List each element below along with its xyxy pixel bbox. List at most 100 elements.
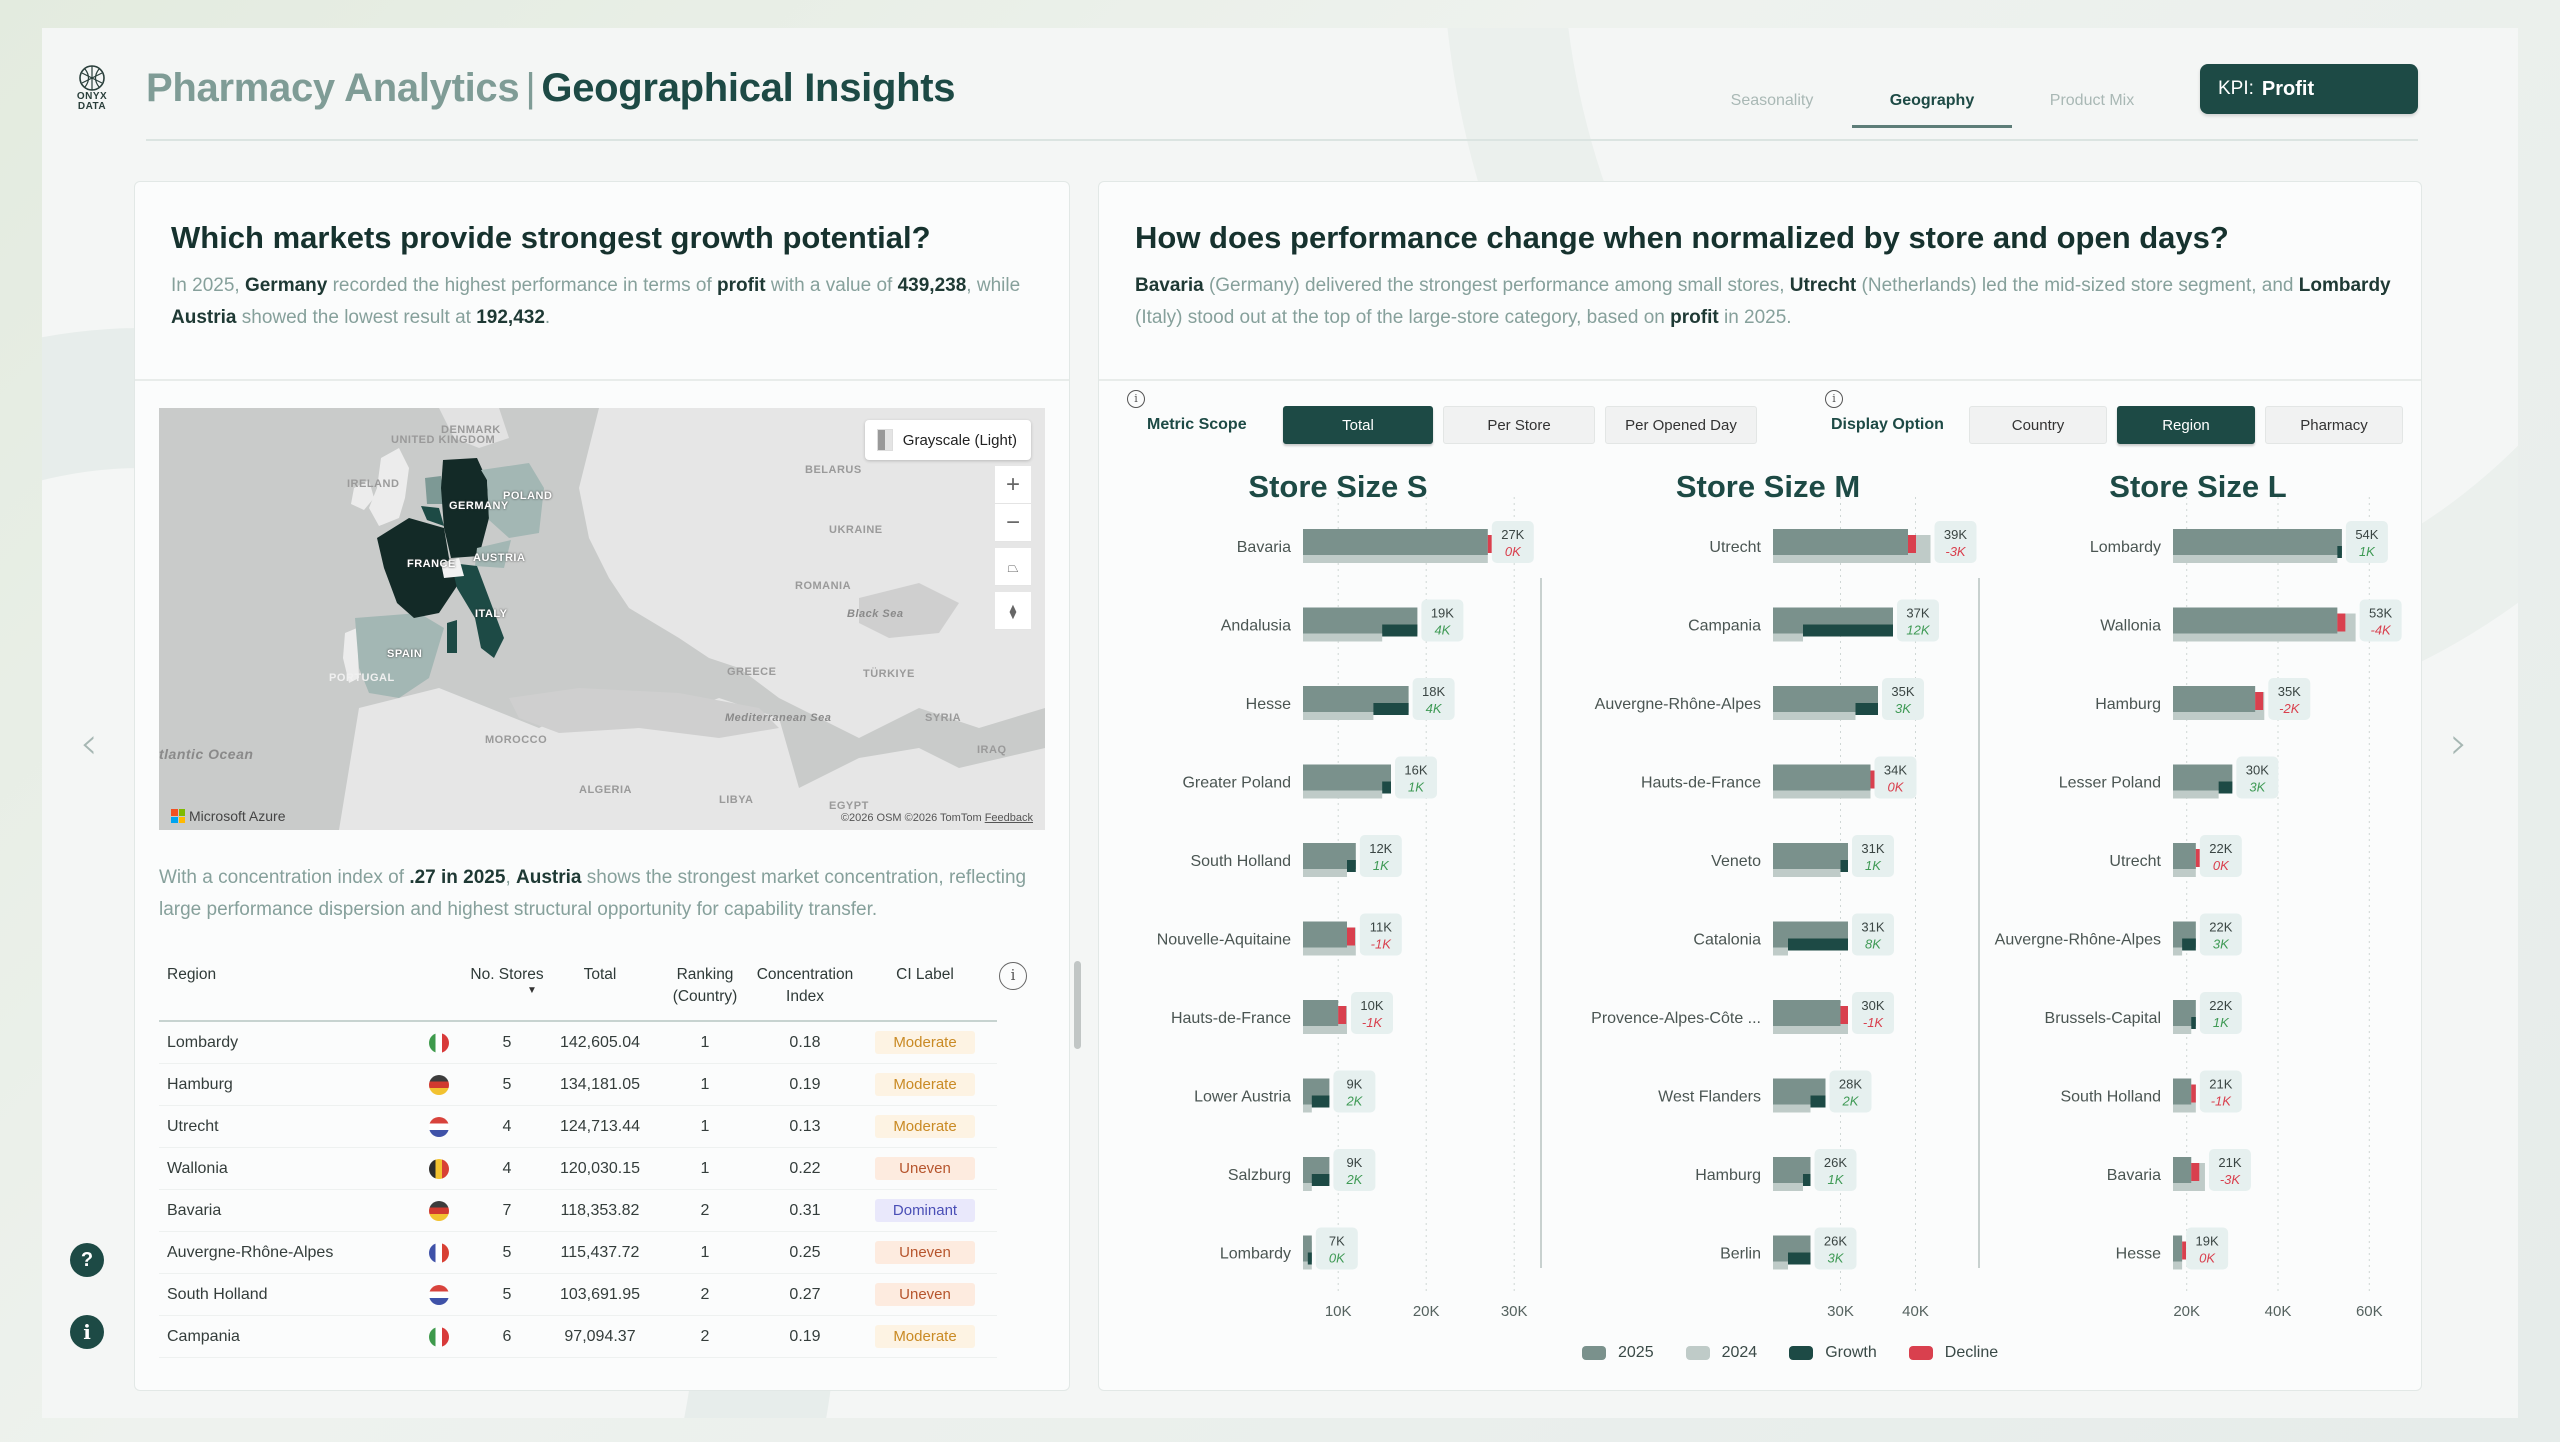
bar-growth[interactable]	[1307, 1252, 1312, 1265]
bar-growth[interactable]	[2218, 781, 2233, 794]
col-stores[interactable]: No. Stores ▼	[469, 952, 545, 1020]
bar-group[interactable]: Auvergne-Rhône-Alpes 35K 3K	[1595, 678, 1924, 720]
bar-growth[interactable]	[1373, 703, 1409, 715]
bar-group[interactable]: Veneto 31K 1K	[1711, 835, 1894, 877]
metric-scope-total[interactable]: Total	[1283, 406, 1433, 444]
tab-geography[interactable]: Geography	[1852, 78, 2012, 128]
bar-2025[interactable]	[2173, 1078, 2192, 1105]
bar-group[interactable]: Nouvelle-Aquitaine 11K -1K	[1157, 913, 1402, 956]
table-info-icon[interactable]: i	[999, 962, 1027, 990]
bar-growth[interactable]	[1311, 1174, 1330, 1186]
legend-item-2025[interactable]: 2025	[1582, 1344, 1654, 1362]
bar-decline[interactable]	[2191, 1163, 2200, 1181]
bar-group[interactable]: Provence-Alpes-Côte ... 30K -1K	[1591, 992, 1894, 1034]
country-italy[interactable]	[451, 563, 504, 658]
bar-group[interactable]: Brussels-Capital 22K 1K	[2045, 992, 2242, 1034]
bar-group[interactable]: Hesse 19K 0K	[2116, 1227, 2229, 1270]
bar-2025[interactable]	[1773, 843, 1848, 869]
table-row[interactable]: Wallonia 4 120,030.15 1 0.22 Uneven	[159, 1148, 997, 1190]
display-option-info-icon[interactable]: i	[1825, 390, 1843, 408]
country-germany[interactable]	[441, 458, 489, 558]
display-option-country[interactable]: Country	[1969, 406, 2107, 444]
bar-growth[interactable]	[2191, 1017, 2196, 1029]
bar-decline[interactable]	[1840, 1006, 1849, 1024]
legend-item-growth[interactable]: Growth	[1789, 1344, 1877, 1362]
bar-group[interactable]: Hamburg 35K -2K	[2095, 678, 2311, 720]
next-page-chevron-right-icon[interactable]: ›	[2450, 718, 2468, 769]
country-spain[interactable]	[355, 613, 444, 698]
col-concentration-index[interactable]: Concentration Index	[756, 966, 854, 1005]
zoom-in-icon[interactable]: +	[995, 466, 1031, 504]
bar-growth[interactable]	[1855, 703, 1879, 715]
bar-group[interactable]: Hauts-de-France 10K -1K	[1171, 992, 1393, 1034]
bar-2025[interactable]	[2173, 843, 2196, 869]
bar-growth[interactable]	[1810, 1095, 1826, 1108]
col-total[interactable]: Total	[583, 966, 617, 983]
bar-group[interactable]: Lombardy 54K 1K	[2090, 521, 2388, 563]
bar-growth[interactable]	[1803, 1174, 1811, 1186]
bar-2025[interactable]	[2173, 686, 2256, 712]
col-region[interactable]: Region	[167, 966, 217, 983]
bar-group[interactable]: South Holland 12K 1K	[1190, 835, 1402, 877]
bar-growth[interactable]	[2182, 938, 2196, 951]
bar-2025[interactable]	[1303, 1235, 1312, 1262]
table-row[interactable]: South Holland 5 103,691.95 2 0.27 Uneven	[159, 1274, 997, 1316]
bar-group[interactable]: Greater Poland 16K 1K	[1182, 756, 1437, 799]
bar-decline[interactable]	[2255, 692, 2264, 710]
country-belgium[interactable]	[421, 506, 444, 526]
bar-decline[interactable]	[1870, 770, 1875, 789]
pitch-icon[interactable]: ⏢	[995, 548, 1031, 586]
compass-icon[interactable]: ⧫	[995, 592, 1031, 630]
bar-2025[interactable]	[1303, 764, 1391, 791]
bar-growth[interactable]	[1347, 860, 1356, 872]
country-sardinia[interactable]	[447, 620, 457, 653]
country-france[interactable]	[377, 518, 459, 618]
tab-product-mix[interactable]: Product Mix	[2049, 92, 2135, 109]
map-feedback-link[interactable]: Feedback	[984, 812, 1033, 824]
table-row[interactable]: Campania 6 97,094.37 2 0.19 Moderate	[159, 1316, 997, 1358]
bar-group[interactable]: Bavaria 21K -3K	[2107, 1149, 2251, 1191]
bar-decline[interactable]	[1347, 927, 1355, 946]
legend-item-2024[interactable]: 2024	[1685, 1344, 1757, 1362]
bar-2025[interactable]	[1303, 921, 1347, 948]
bar-group[interactable]: Campania 37K 12K	[1688, 599, 1939, 642]
bar-group[interactable]: Utrecht 39K -3K	[1709, 521, 1977, 563]
metric-scope-info-icon[interactable]: i	[1127, 390, 1145, 408]
bar-2025[interactable]	[1773, 1000, 1841, 1026]
country-austria[interactable]	[475, 540, 511, 568]
bar-2025[interactable]	[2173, 1000, 2196, 1026]
table-row[interactable]: Lombardy 5 142,605.04 1 0.18 Moderate	[159, 1022, 997, 1064]
bar-decline[interactable]	[2182, 1241, 2187, 1260]
bar-2025[interactable]	[1773, 764, 1871, 791]
kpi-selector-button[interactable]: KPI: Profit	[2200, 64, 2418, 114]
bar-decline[interactable]	[1908, 535, 1916, 553]
bar-2025[interactable]	[2173, 607, 2338, 634]
bar-group[interactable]: Auvergne-Rhône-Alpes 22K 3K	[1995, 913, 2242, 956]
bar-2025[interactable]	[1773, 529, 1908, 555]
bar-group[interactable]: Berlin 26K 3K	[1720, 1227, 1857, 1270]
bar-group[interactable]: Andalusia 19K 4K	[1221, 599, 1464, 642]
col-cf[interactable]: CF	[428, 966, 450, 983]
bar-growth[interactable]	[1382, 624, 1418, 637]
zoom-out-icon[interactable]: −	[995, 504, 1031, 542]
bar-growth[interactable]	[1840, 860, 1849, 872]
help-icon[interactable]: ?	[70, 1243, 104, 1277]
bar-group[interactable]: Hesse 18K 4K	[1246, 678, 1455, 720]
prev-page-chevron-left-icon[interactable]: ‹	[80, 718, 98, 769]
bar-group[interactable]: Bavaria 27K 0K	[1237, 521, 1534, 563]
bar-group[interactable]: Catalonia 31K 8K	[1693, 913, 1894, 956]
map-canvas[interactable]	[159, 408, 1045, 830]
legend-item-decline[interactable]: Decline	[1908, 1344, 1998, 1362]
bar-growth[interactable]	[1803, 624, 1893, 637]
bar-2025[interactable]	[2173, 1157, 2192, 1183]
table-scrollbar[interactable]	[1074, 961, 1081, 1049]
choropleth-map[interactable]: UNITED KINGDOM IRELAND DENMARK BELARUS U…	[159, 408, 1045, 830]
tab-seasonality[interactable]: Seasonality	[1730, 92, 1814, 109]
display-option-region[interactable]: Region	[2117, 406, 2255, 444]
info-icon[interactable]: i	[70, 1315, 104, 1349]
table-row[interactable]: Utrecht 4 124,713.44 1 0.13 Moderate	[159, 1106, 997, 1148]
table-row[interactable]: Bavaria 7 118,353.82 2 0.31 Dominant	[159, 1190, 997, 1232]
col-ranking[interactable]: Ranking (Country)	[672, 966, 738, 1005]
col-ci-label[interactable]: CI Label	[896, 966, 954, 983]
table-row[interactable]: Hamburg 5 134,181.05 1 0.19 Moderate	[159, 1064, 997, 1106]
